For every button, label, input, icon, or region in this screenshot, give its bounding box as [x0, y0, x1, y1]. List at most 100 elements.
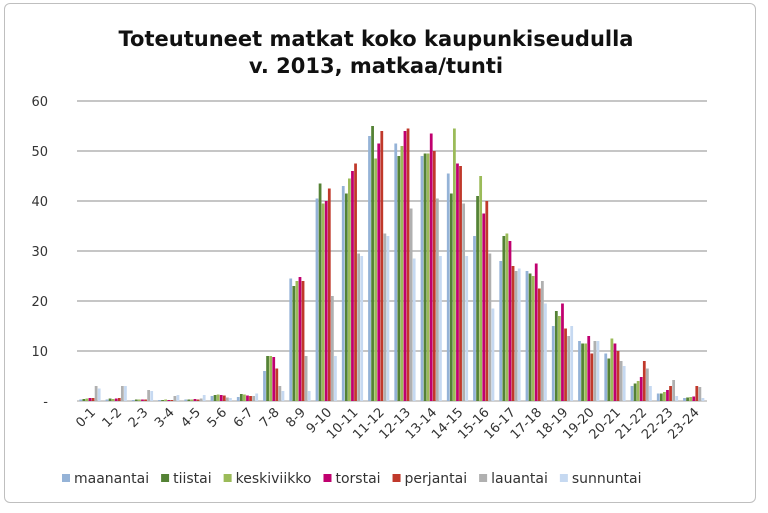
bar-lauantai-2-3 — [147, 390, 151, 401]
bar-keskiviikko-21-22 — [636, 381, 640, 401]
bar-tiistai-0-1 — [82, 399, 86, 401]
bar-keskiviikko-8-9 — [295, 281, 299, 401]
bar-maanantai-2-3 — [131, 400, 135, 401]
bar-tiistai-10-11 — [344, 193, 348, 401]
x-tick-label: 6-7 — [231, 405, 257, 431]
bar-maanantai-6-7 — [236, 397, 240, 401]
bar-sunnuntai-5-6 — [229, 398, 232, 401]
bar-sunnuntai-22-23 — [675, 396, 679, 401]
bar-maanantai-20-21 — [604, 353, 608, 401]
bar-torstai-22-23 — [666, 390, 669, 401]
bar-keskiviikko-16-17 — [505, 233, 509, 401]
bar-keskiviikko-15-16 — [479, 176, 483, 401]
legend-label-tiistai: tiistai — [173, 471, 212, 487]
bar-sunnuntai-1-2 — [124, 386, 127, 401]
legend-swatch-torstai — [323, 474, 332, 482]
bar-lauantai-22-23 — [672, 380, 676, 401]
bar-keskiviikko-13-14 — [426, 153, 430, 401]
bar-keskiviikko-10-11 — [348, 178, 351, 401]
bar-tiistai-4-5 — [187, 399, 191, 401]
bar-sunnuntai-6-7 — [255, 393, 259, 401]
legend-label-torstai: torstai — [335, 471, 380, 487]
legend-label-lauantai: lauantai — [491, 471, 548, 487]
bar-perjantai-14-15 — [459, 166, 462, 401]
bar-maanantai-17-18 — [525, 271, 529, 401]
bar-keskiviikko-7-8 — [269, 356, 273, 401]
legend-swatch-tiistai — [161, 474, 170, 482]
bar-tiistai-7-8 — [266, 356, 269, 401]
bar-sunnuntai-16-17 — [517, 268, 521, 401]
bar-perjantai-1-2 — [117, 398, 121, 401]
bar-sunnuntai-3-4 — [176, 395, 180, 401]
legend-swatch-perjantai — [392, 474, 401, 482]
x-tick-label: 2-3 — [126, 405, 152, 431]
bar-tiistai-16-17 — [502, 236, 506, 401]
bar-perjantai-5-6 — [222, 395, 226, 401]
x-tick-label: 0-1 — [73, 405, 99, 431]
bar-maanantai-18-19 — [551, 326, 555, 401]
bar-lauantai-14-15 — [462, 203, 466, 401]
bar-lauantai-17-18 — [540, 281, 544, 401]
bar-perjantai-11-12 — [380, 131, 384, 401]
bar-keskiviikko-20-21 — [610, 338, 614, 401]
bar-lauantai-4-5 — [199, 398, 203, 401]
bar-tiistai-1-2 — [108, 398, 112, 401]
bar-maanantai-5-6 — [210, 396, 214, 401]
bar-maanantai-16-17 — [499, 261, 503, 401]
legend-swatch-sunnuntai — [559, 474, 568, 482]
bar-tiistai-17-18 — [528, 273, 532, 401]
bar-lauantai-23-24 — [698, 387, 702, 401]
bar-torstai-10-11 — [351, 171, 354, 401]
bar-torstai-17-18 — [534, 263, 538, 401]
bar-tiistai-3-4 — [161, 400, 164, 401]
bar-torstai-9-10 — [324, 201, 328, 401]
bar-maanantai-23-24 — [683, 398, 686, 401]
x-tick-label: 7-8 — [257, 405, 283, 431]
legend-swatch-maanantai — [62, 474, 70, 482]
bar-sunnuntai-17-18 — [544, 303, 547, 401]
bar-tiistai-14-15 — [449, 193, 453, 401]
y-tick-label: 40 — [31, 195, 48, 210]
bar-torstai-3-4 — [167, 400, 171, 401]
bar-perjantai-3-4 — [170, 400, 174, 401]
bar-lauantai-12-13 — [409, 208, 413, 401]
bar-torstai-13-14 — [429, 133, 433, 401]
bar-tiistai-8-9 — [292, 286, 296, 401]
bar-tiistai-23-24 — [686, 397, 689, 401]
bar-sunnuntai-2-3 — [150, 391, 154, 401]
bar-lauantai-10-11 — [357, 253, 361, 401]
bar-torstai-7-8 — [272, 357, 276, 401]
bar-tiistai-22-23 — [659, 393, 663, 401]
bar-keskiviikko-12-13 — [400, 146, 404, 401]
gridlines — [77, 100, 707, 402]
bar-sunnuntai-0-1 — [97, 388, 101, 401]
bar-lauantai-6-7 — [252, 396, 256, 401]
legend-swatch-keskiviikko — [223, 474, 232, 482]
bar-lauantai-8-9 — [304, 356, 308, 401]
bar-torstai-23-24 — [692, 396, 696, 401]
bar-keskiviikko-17-18 — [531, 276, 535, 401]
bar-keskiviikko-4-5 — [190, 399, 194, 401]
bar-lauantai-16-17 — [514, 271, 518, 401]
bar-maanantai-22-23 — [656, 393, 660, 401]
bar-torstai-20-21 — [613, 343, 617, 401]
bar-keskiviikko-6-7 — [243, 394, 246, 401]
chart-title-line2: v. 2013, matkaa/tunti — [248, 54, 504, 78]
bar-perjantai-19-20 — [590, 353, 594, 401]
bar-sunnuntai-23-24 — [701, 398, 705, 401]
bar-keskiviikko-19-20 — [584, 343, 588, 401]
bar-perjantai-15-16 — [485, 201, 489, 401]
bar-maanantai-21-22 — [630, 386, 634, 401]
bar-maanantai-12-13 — [394, 143, 398, 401]
y-tick-label: 30 — [31, 245, 48, 260]
bar-maanantai-11-12 — [368, 136, 371, 401]
bar-lauantai-9-10 — [330, 296, 334, 401]
bar-torstai-11-12 — [377, 143, 381, 401]
bar-keskiviikko-22-23 — [663, 392, 666, 401]
legend-label-maanantai: maanantai — [74, 471, 149, 487]
legend: maanantai tiistai keskiviikko torstai perjan… — [62, 471, 642, 487]
bar-lauantai-20-21 — [619, 361, 623, 401]
bar-tiistai-9-10 — [318, 183, 322, 401]
bar-perjantai-20-21 — [616, 351, 620, 401]
